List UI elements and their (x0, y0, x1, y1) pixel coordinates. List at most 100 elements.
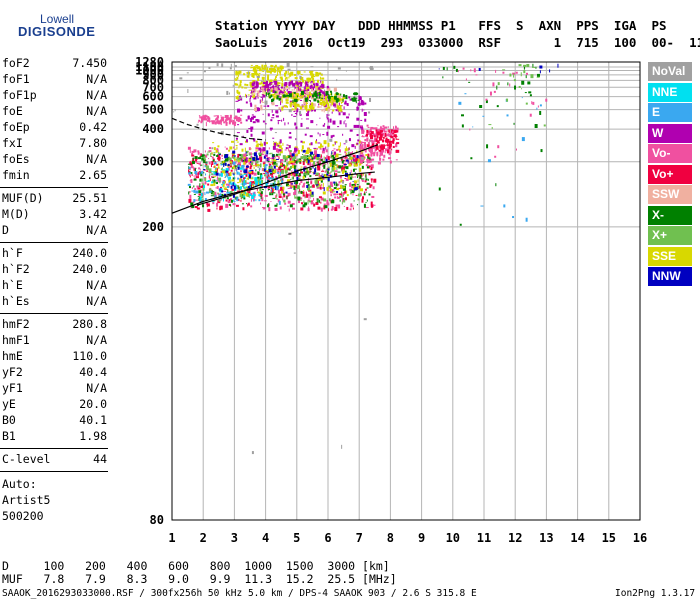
echo-point (196, 207, 200, 210)
echo-point (278, 98, 281, 101)
echo-point (231, 172, 235, 174)
echo-point (232, 177, 235, 180)
echo-point (273, 80, 277, 83)
echo-point (252, 176, 254, 179)
echo-point (258, 152, 262, 155)
echo-point (260, 184, 263, 189)
echo-point (305, 118, 309, 120)
echo-point (259, 180, 262, 185)
header-fields: Station YYYY DAY DDD HHMMSS P1 FFS S AXN… (215, 18, 667, 33)
echo-point (267, 86, 270, 89)
echo-point (338, 149, 341, 153)
param-separator (0, 448, 108, 449)
echo-point (307, 94, 310, 99)
echo-point (521, 97, 523, 99)
echo-point (268, 147, 270, 150)
echo-point (213, 162, 217, 165)
echo-point (239, 167, 243, 170)
echo-point (331, 96, 334, 101)
echo-point (331, 156, 333, 159)
echo-point (188, 191, 191, 193)
echo-point (293, 147, 297, 152)
echo-point (215, 115, 218, 117)
x-tick-label: 13 (539, 531, 553, 545)
echo-point (291, 170, 293, 173)
echo-point (333, 193, 337, 196)
echo-point (242, 181, 244, 184)
echo-point (293, 88, 295, 91)
echo-point (322, 160, 326, 163)
param-row: C-level 44 (2, 452, 107, 468)
echo-point (344, 166, 347, 168)
echo-point (203, 117, 206, 119)
echo-point (326, 92, 328, 96)
echo-point (245, 173, 248, 177)
echo-point (211, 160, 214, 165)
echo-point (364, 180, 367, 183)
echo-point (245, 192, 248, 197)
echo-point (237, 160, 240, 163)
x-tick-label: 11 (477, 531, 491, 545)
echo-point (333, 148, 336, 150)
echo-point (357, 158, 360, 163)
echo-point (309, 135, 313, 138)
echo-point (309, 186, 312, 188)
echo-point (333, 181, 336, 184)
echo-point (312, 86, 315, 89)
echo-point (199, 171, 201, 175)
echo-point (289, 157, 292, 159)
echo-point (280, 176, 283, 180)
echo-point (235, 96, 238, 100)
echo-point (190, 202, 194, 206)
echo-point (378, 149, 380, 151)
echo-point (207, 208, 211, 212)
echo-point (260, 195, 262, 199)
echo-point (261, 99, 263, 103)
echo-point (392, 138, 395, 142)
echo-point (442, 76, 444, 79)
echo-point (272, 190, 274, 193)
echo-point (472, 126, 474, 128)
echo-point (287, 70, 289, 75)
echo-point (366, 158, 370, 163)
echo-point (268, 169, 272, 173)
echo-point (229, 114, 232, 119)
echo-point (269, 70, 272, 74)
param-name: hmE (2, 349, 23, 363)
echo-point (318, 157, 321, 161)
echo-point (361, 130, 365, 133)
echo-point (246, 84, 249, 87)
echo-point (309, 95, 312, 97)
echo-point (340, 157, 343, 160)
echo-point (275, 175, 278, 179)
echo-point (368, 165, 371, 167)
echo-point (270, 88, 273, 93)
scaled-trace (171, 117, 266, 141)
echo-point (392, 139, 395, 144)
echo-point (303, 158, 305, 162)
echo-point (257, 74, 260, 78)
echo-point (293, 151, 297, 154)
param-row: hmF2 280.8 (2, 317, 107, 333)
echo-point (286, 168, 290, 171)
param-row: B1 1.98 (2, 429, 107, 445)
echo-point (310, 66, 314, 68)
echo-point (304, 133, 307, 136)
echo-point (194, 156, 198, 160)
echo-point (303, 71, 306, 73)
echo-point (340, 184, 343, 188)
echo-point (277, 72, 279, 77)
echo-point (345, 153, 348, 157)
echo-point (446, 67, 448, 71)
echo-point (353, 124, 357, 128)
echo-point (196, 172, 199, 176)
echo-point (259, 67, 261, 70)
echo-point (198, 162, 201, 165)
echo-point (300, 99, 303, 101)
echo-point (354, 97, 357, 102)
echo-point (278, 156, 280, 160)
echo-point (365, 164, 368, 167)
echo-point (527, 81, 531, 85)
echo-point (364, 118, 367, 122)
